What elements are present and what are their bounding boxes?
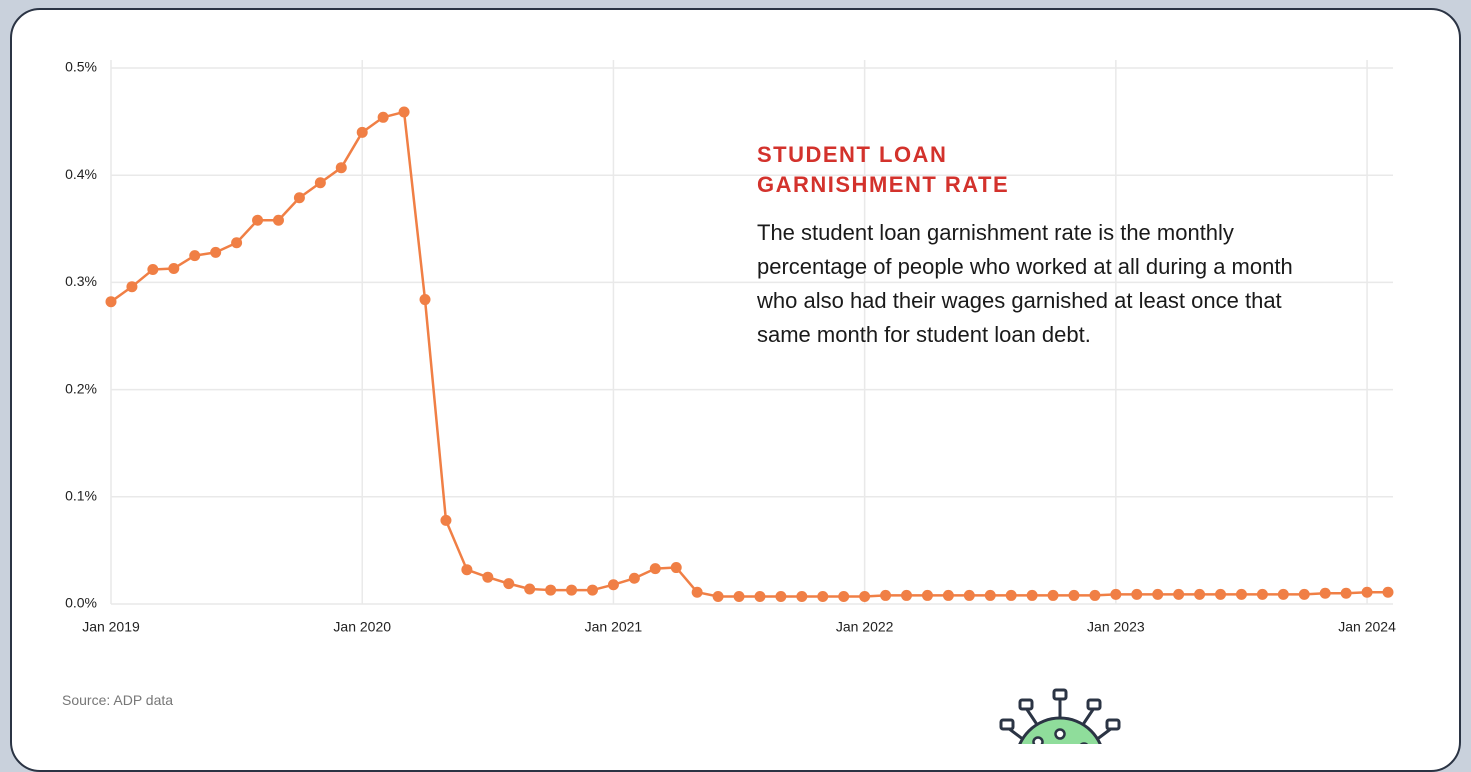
data-point xyxy=(503,578,515,590)
data-point xyxy=(712,590,724,602)
data-point xyxy=(377,111,389,123)
data-point xyxy=(984,589,996,601)
virus-icon xyxy=(999,688,1121,744)
data-point xyxy=(1215,588,1227,600)
data-point xyxy=(628,572,640,584)
data-point xyxy=(252,214,264,226)
data-point xyxy=(1382,586,1394,598)
data-point xyxy=(293,192,305,204)
data-point xyxy=(586,584,598,596)
data-point xyxy=(1110,588,1122,600)
data-point xyxy=(335,162,347,174)
data-point xyxy=(1089,589,1101,601)
data-point xyxy=(859,590,871,602)
data-point xyxy=(314,177,326,189)
data-point xyxy=(754,590,766,602)
data-point xyxy=(1361,586,1373,598)
data-point xyxy=(1340,587,1352,599)
y-tick-label: 0.3% xyxy=(65,273,97,289)
data-point xyxy=(126,281,138,293)
data-point xyxy=(733,590,745,602)
annotation-title: STUDENT LOAN GARNISHMENT RATE xyxy=(757,142,1010,197)
data-point xyxy=(231,237,243,249)
data-point xyxy=(356,126,368,138)
data-point xyxy=(1047,589,1059,601)
data-point xyxy=(1298,588,1310,600)
annotation-text: The student loan garnishment rate is the… xyxy=(757,220,1293,347)
data-point xyxy=(649,563,661,575)
data-point xyxy=(921,589,933,601)
data-point xyxy=(880,589,892,601)
data-point xyxy=(189,250,201,262)
data-point xyxy=(272,214,284,226)
data-point xyxy=(1152,588,1164,600)
x-tick-label: Jan 2023 xyxy=(1087,619,1145,635)
data-point xyxy=(1068,589,1080,601)
data-point xyxy=(1026,589,1038,601)
data-point xyxy=(838,590,850,602)
data-point xyxy=(1194,588,1206,600)
data-point xyxy=(461,564,473,576)
x-tick-label: Jan 2021 xyxy=(585,619,643,635)
data-point xyxy=(168,262,180,274)
data-point xyxy=(440,514,452,526)
y-tick-label: 0.5% xyxy=(65,59,97,75)
data-point xyxy=(419,294,431,306)
data-point xyxy=(1277,588,1289,600)
data-point xyxy=(963,589,975,601)
page: 0.0% 0.1% 0.2% 0.3% 0.4% 0.5% Jan 2019 Jan 2020… xyxy=(10,8,1461,772)
y-tick-label: 0.4% xyxy=(65,166,97,182)
data-point xyxy=(147,264,159,276)
data-point xyxy=(1005,589,1017,601)
data-point xyxy=(775,590,787,602)
data-point xyxy=(566,584,578,596)
y-tick-label: 0.1% xyxy=(65,488,97,504)
x-tick-label: Jan 2022 xyxy=(836,619,894,635)
y-tick-label: 0.0% xyxy=(65,595,97,611)
data-point xyxy=(691,586,703,598)
data-point xyxy=(482,571,494,583)
data-point xyxy=(1235,588,1247,600)
data-point xyxy=(670,562,682,574)
x-tick-label: Jan 2019 xyxy=(82,619,140,635)
data-point xyxy=(524,583,536,595)
series-line xyxy=(110,110,1388,598)
data-point xyxy=(901,589,913,601)
data-point xyxy=(1131,588,1143,600)
x-tick-label: Jan 2024 xyxy=(1338,619,1396,635)
data-point xyxy=(1256,588,1268,600)
source: Source: ADP data xyxy=(62,692,174,708)
data-point xyxy=(817,590,829,602)
data-point xyxy=(398,106,410,118)
chart: 0.0% 0.1% 0.2% 0.3% 0.4% 0.5% Jan 2019 Jan 2020… xyxy=(65,59,1396,744)
data-point xyxy=(1173,588,1185,600)
data-point xyxy=(607,579,619,591)
data-point xyxy=(1319,587,1331,599)
data-point xyxy=(942,589,954,601)
y-tick-label: 0.2% xyxy=(65,380,97,396)
data-point xyxy=(210,246,222,258)
x-tick-label: Jan 2020 xyxy=(333,619,391,635)
data-point xyxy=(105,296,117,308)
data-point xyxy=(545,584,557,596)
data-point xyxy=(796,590,808,602)
